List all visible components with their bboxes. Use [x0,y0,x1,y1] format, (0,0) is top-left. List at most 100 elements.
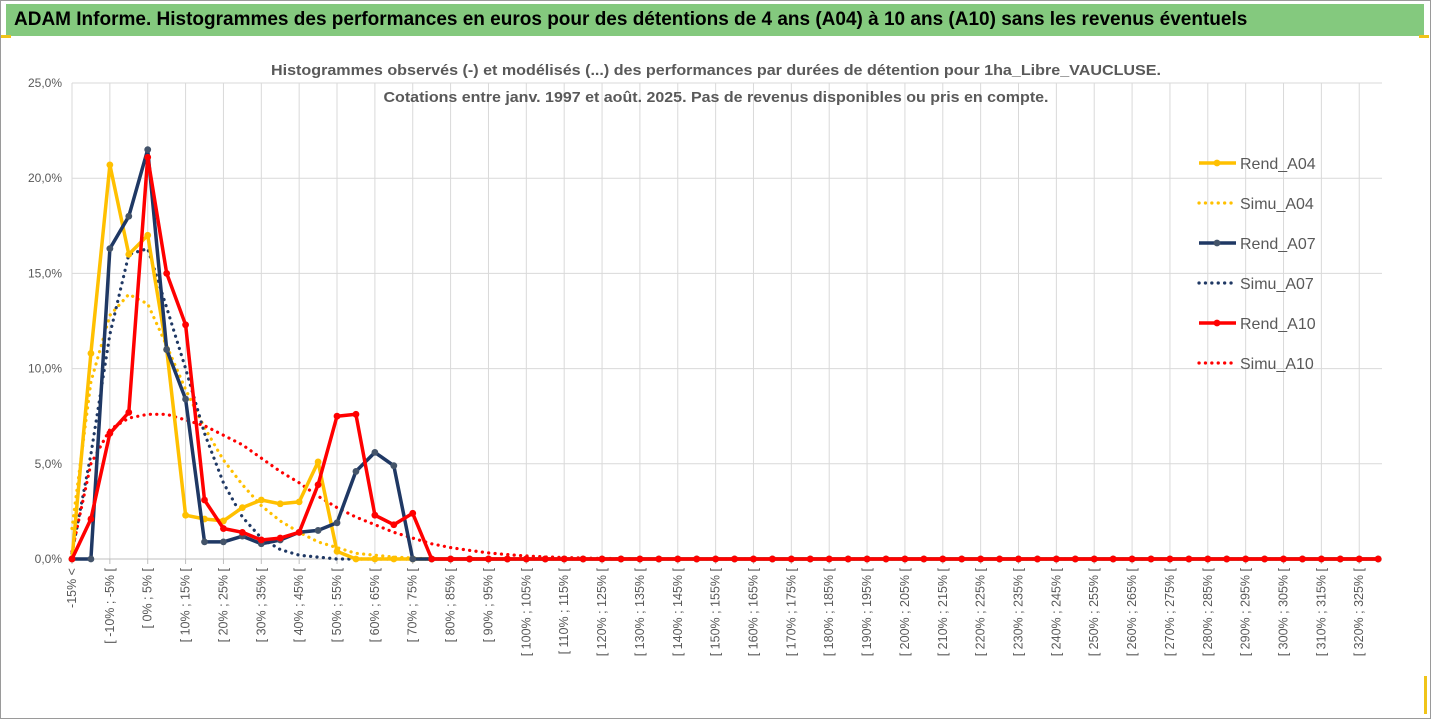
data-point-Rend_A10 [466,555,473,563]
data-point-Rend_A04 [220,517,227,525]
legend-marker-Rend_A04 [1213,159,1221,167]
x-tick-label: -15% < [65,568,79,608]
data-point-Rend_A10 [371,511,379,519]
data-point-Rend_A04 [257,496,265,504]
x-tick-label: [ 190% ; 195% [ [860,567,874,656]
data-point-Rend_A04 [352,555,360,563]
x-tick-label: [ 200% ; 205% [ [898,567,912,656]
data-point-Rend_A10 [598,555,606,563]
data-point-Rend_A04 [295,498,303,506]
data-point-Rend_A10 [447,555,454,563]
series-line-Simu_A07 [70,247,1380,561]
data-point-Rend_A07 [182,395,189,403]
data-point-Rend_A04 [106,161,114,169]
x-tick-label: [ 0% ; 5% [ [141,567,155,628]
data-point-Rend_A07 [371,448,379,456]
data-point-Rend_A07 [220,538,227,546]
data-point-Rend_A10 [295,528,303,536]
x-tick-label: [ 120% ; 125% [ [595,567,609,656]
data-point-Rend_A04 [182,511,189,519]
legend-label-Rend_A10: Rend_A10 [1240,316,1316,333]
y-tick-label: 10,0% [28,362,62,376]
data-point-Rend_A10 [731,555,738,563]
data-point-Rend_A04 [144,231,152,239]
data-point-Rend_A10 [636,555,644,563]
x-tick-label: [ 30% ; 35% [ [254,567,268,642]
data-point-Rend_A10 [352,410,360,418]
data-point-Rend_A10 [996,555,1003,563]
legend-label-Simu_A07: Simu_A07 [1240,276,1314,293]
x-tick-label: [ 70% ; 75% [ [406,567,420,642]
x-tick-label: [ 230% ; 235% [ [1012,567,1026,656]
data-point-Rend_A10 [579,555,587,563]
data-point-Rend_A07 [163,346,171,353]
x-tick-label: [ 140% ; 145% [ [671,567,685,656]
data-point-Rend_A10 [769,555,776,563]
data-point-Rend_A10 [560,555,568,563]
data-point-Rend_A04 [390,555,398,563]
data-point-Rend_A10 [1185,555,1193,563]
data-point-Rend_A07 [125,212,133,220]
chart-title-line: Cotations entre janv. 1997 et août. 2025… [384,89,1049,106]
corner-accent-top-right [1419,35,1429,38]
data-point-Rend_A10 [1090,555,1098,563]
data-point-Rend_A10 [712,555,720,563]
data-point-Rend_A10 [1242,555,1250,563]
data-point-Rend_A10 [163,270,171,277]
x-tick-label: [ 90% ; 95% [ [481,567,495,642]
data-point-Rend_A10 [787,555,795,563]
series-line-Simu_A04 [70,292,1380,561]
data-point-Rend_A10 [1280,555,1287,563]
data-point-Rend_A10 [522,555,530,563]
x-tick-label: [ 60% ; 65% [ [368,567,382,642]
x-tick-label: [ 270% ; 275% [ [1163,567,1177,656]
data-point-Rend_A10 [1374,555,1382,563]
data-point-Rend_A10 [87,515,95,523]
data-point-Rend_A07 [87,555,95,563]
data-point-Rend_A07 [106,245,114,253]
data-point-Rend_A10 [314,481,322,489]
series-line-Rend_A04 [70,163,1379,561]
series-line-Simu_A10 [70,412,1380,561]
data-point-Rend_A10 [977,555,985,563]
data-point-Rend_A10 [901,555,909,563]
x-tick-label: [ 280% ; 285% [ [1201,567,1215,656]
data-point-Rend_A10 [1034,555,1041,563]
data-point-Rend_A10 [106,429,114,437]
x-tick-label: [ 290% ; 295% [ [1239,567,1253,656]
data-point-Rend_A10 [1336,555,1344,563]
data-point-Rend_A10 [920,555,928,563]
data-point-Rend_A10 [825,555,833,563]
chart-title-line: Histogrammes observés (-) et modélisés (… [271,62,1161,79]
data-point-Rend_A10 [958,555,966,563]
data-point-Rend_A04 [276,500,284,508]
legend-marker-Rend_A07 [1213,239,1221,247]
y-tick-label: 5,0% [35,457,63,471]
legend-marker-Rend_A10 [1213,319,1221,327]
data-point-Rend_A10 [1052,555,1060,563]
data-point-Rend_A04 [314,458,322,466]
legend-label-Simu_A10: Simu_A10 [1240,356,1314,373]
data-point-Rend_A10 [541,555,549,563]
data-point-Rend_A10 [238,528,246,536]
y-tick-label: 25,0% [28,76,62,90]
data-point-Rend_A10 [257,536,265,544]
y-tick-label: 15,0% [28,266,62,280]
data-point-Rend_A10 [1147,555,1155,563]
data-point-Rend_A07 [390,462,398,470]
data-point-Rend_A10 [276,534,284,542]
data-point-Rend_A10 [1204,555,1212,563]
data-point-Rend_A10 [1071,555,1079,563]
data-point-Rend_A10 [693,555,701,563]
data-point-Rend_A10 [144,153,152,161]
legend-label-Rend_A07: Rend_A07 [1240,236,1316,253]
series-line-Rend_A10 [70,155,1379,561]
series-line-Rend_A07 [72,147,1379,561]
data-point-Rend_A07 [352,468,360,475]
data-point-Rend_A07 [144,146,152,154]
x-tick-label: [ 250% ; 255% [ [1087,567,1101,656]
data-point-Rend_A10 [333,412,341,420]
x-tick-label: [ 240% ; 245% [ [1049,567,1063,656]
data-point-Rend_A10 [939,555,947,563]
